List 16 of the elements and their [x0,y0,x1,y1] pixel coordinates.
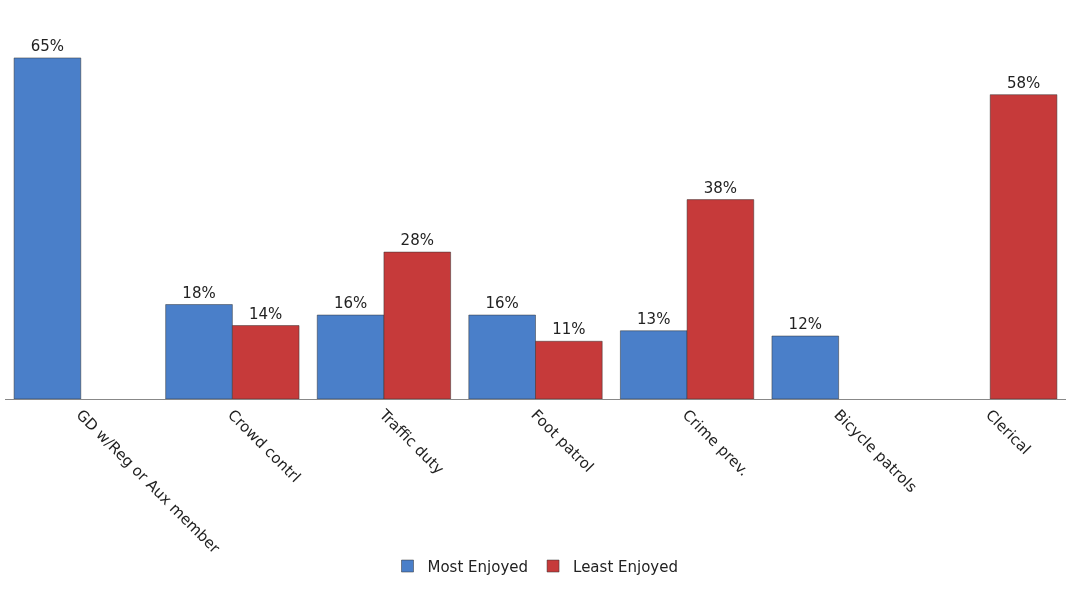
bar [13,57,82,399]
legend-label: Least Enjoyed [573,557,678,576]
data-label: 12% [788,315,822,334]
data-label: 13% [637,309,671,328]
data-label: 16% [485,294,519,313]
data-label: 16% [333,294,368,313]
legend-label: Most Enjoyed [427,557,529,576]
data-label: 11% [552,320,586,339]
data-label: 58% [1006,73,1041,92]
data-label: 28% [400,231,434,250]
bar [989,94,1058,399]
data-label: 18% [182,283,216,302]
data-label: 14% [249,304,283,323]
bar [771,335,839,399]
data-label: 65% [30,36,65,55]
data-label: 38% [703,178,738,197]
